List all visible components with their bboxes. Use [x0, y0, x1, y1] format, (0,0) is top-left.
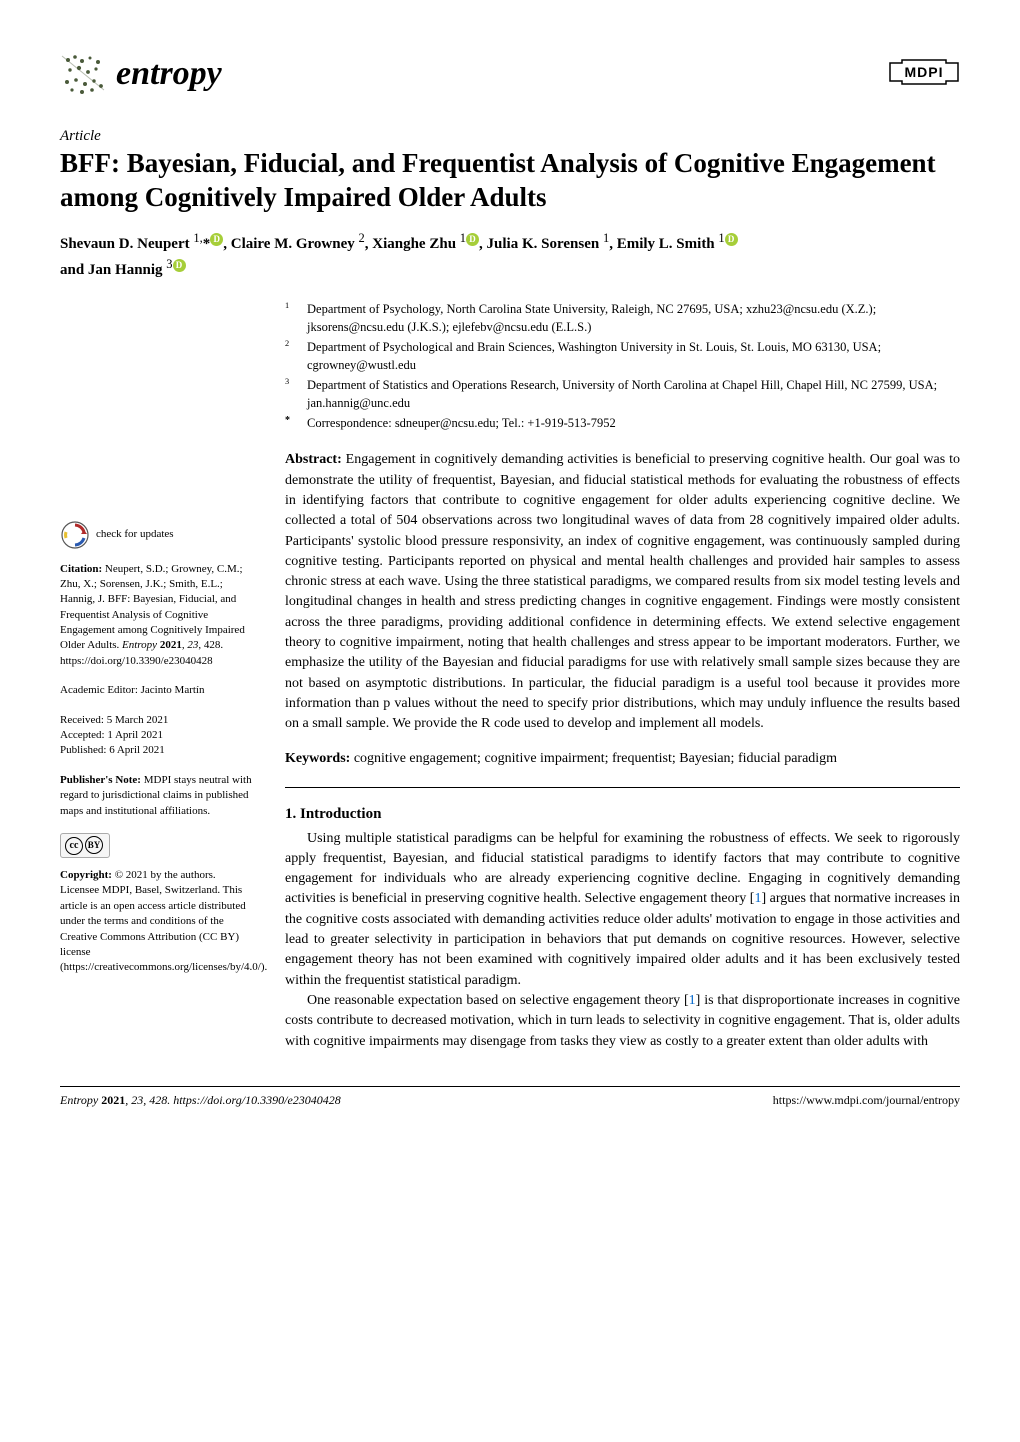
entropy-logo-icon: [60, 50, 108, 98]
affiliations: 1 Department of Psychology, North Caroli…: [285, 300, 960, 433]
copyright-block: Copyright: © 2021 by the authors. Licens…: [60, 868, 255, 976]
orcid-icon[interactable]: D: [466, 233, 479, 246]
orcid-icon[interactable]: D: [173, 259, 186, 272]
editor-name: Jacinto Martín: [141, 684, 205, 696]
pubnote-label: Publisher's Note:: [60, 774, 141, 786]
citation-year: 2021: [160, 639, 182, 651]
authors: Shevaun D. Neupert 1,*D, Claire M. Grown…: [60, 229, 960, 282]
author-1: Shevaun D. Neupert: [60, 236, 193, 252]
article-title: BFF: Bayesian, Fiducial, and Frequentist…: [60, 147, 960, 215]
copyright-text: © 2021 by the authors. Licensee MDPI, Ba…: [60, 869, 267, 973]
correspondence: * Correspondence: sdneuper@ncsu.edu; Tel…: [285, 414, 960, 432]
citation-block: Citation: Neupert, S.D.; Growney, C.M.; …: [60, 562, 255, 670]
intro-paragraph-1: Using multiple statistical paradigms can…: [285, 829, 960, 991]
page-footer: Entropy 2021, 23, 428. https://doi.org/1…: [60, 1086, 960, 1108]
journal-logo-block: entropy: [60, 50, 222, 98]
section-1-heading: 1. Introduction: [285, 806, 960, 823]
citation-vol: , 23: [182, 639, 199, 651]
intro-paragraph-2: One reasonable expectation based on sele…: [285, 991, 960, 1052]
citation-journal: Entropy: [122, 639, 160, 651]
abstract: Abstract: Engagement in cognitively dema…: [285, 450, 960, 734]
check-for-updates[interactable]: check for updates: [60, 520, 255, 550]
orcid-icon[interactable]: D: [725, 233, 738, 246]
main-columns: check for updates Citation: Neupert, S.D…: [60, 300, 960, 1052]
keywords-text: cognitive engagement; cognitive impairme…: [350, 751, 837, 766]
publisher-note: Publisher's Note: MDPI stays neutral wit…: [60, 773, 255, 819]
affiliation-3: 3 Department of Statistics and Operation…: [285, 376, 960, 412]
citation-label: Citation:: [60, 563, 102, 575]
header: entropy MDPI: [60, 50, 960, 98]
divider: [285, 787, 960, 788]
publisher-logo: MDPI: [888, 57, 960, 92]
author-6-prefix: and Jan Hannig: [60, 262, 166, 278]
sidebar: check for updates Citation: Neupert, S.D…: [60, 300, 255, 1052]
received-date: Received: 5 March 2021: [60, 713, 255, 728]
page: entropy MDPI Article BFF: Bayesian, Fidu…: [0, 0, 1020, 1148]
copyright-label: Copyright:: [60, 869, 112, 881]
editor-block: Academic Editor: Jacinto Martín: [60, 683, 255, 698]
section-1-body: Using multiple statistical paradigms can…: [285, 829, 960, 1052]
editor-label: Academic Editor:: [60, 684, 141, 696]
check-updates-label: check for updates: [96, 528, 174, 540]
cc-icon: cc: [65, 837, 83, 855]
abstract-text: Engagement in cognitively demanding acti…: [285, 452, 960, 731]
abstract-label: Abstract:: [285, 452, 342, 467]
affiliation-1: 1 Department of Psychology, North Caroli…: [285, 300, 960, 336]
accepted-date: Accepted: 1 April 2021: [60, 728, 255, 743]
main-content: 1 Department of Psychology, North Caroli…: [285, 300, 960, 1052]
check-updates-icon: [60, 520, 90, 550]
footer-right[interactable]: https://www.mdpi.com/journal/entropy: [773, 1093, 960, 1108]
published-date: Published: 6 April 2021: [60, 743, 255, 758]
keywords: Keywords: cognitive engagement; cognitiv…: [285, 751, 960, 767]
dates-block: Received: 5 March 2021 Accepted: 1 April…: [60, 713, 255, 759]
cc-license-badge[interactable]: ccBY: [60, 833, 255, 858]
ref-link-1b[interactable]: 1: [689, 993, 696, 1008]
affiliation-2: 2 Department of Psychological and Brain …: [285, 338, 960, 374]
by-icon: BY: [85, 836, 103, 854]
keywords-label: Keywords:: [285, 751, 350, 766]
footer-left: Entropy 2021, 23, 428. https://doi.org/1…: [60, 1093, 341, 1108]
article-type: Article: [60, 128, 960, 145]
journal-name: entropy: [116, 55, 222, 93]
mdpi-text: MDPI: [905, 64, 944, 80]
orcid-icon[interactable]: D: [210, 233, 223, 246]
